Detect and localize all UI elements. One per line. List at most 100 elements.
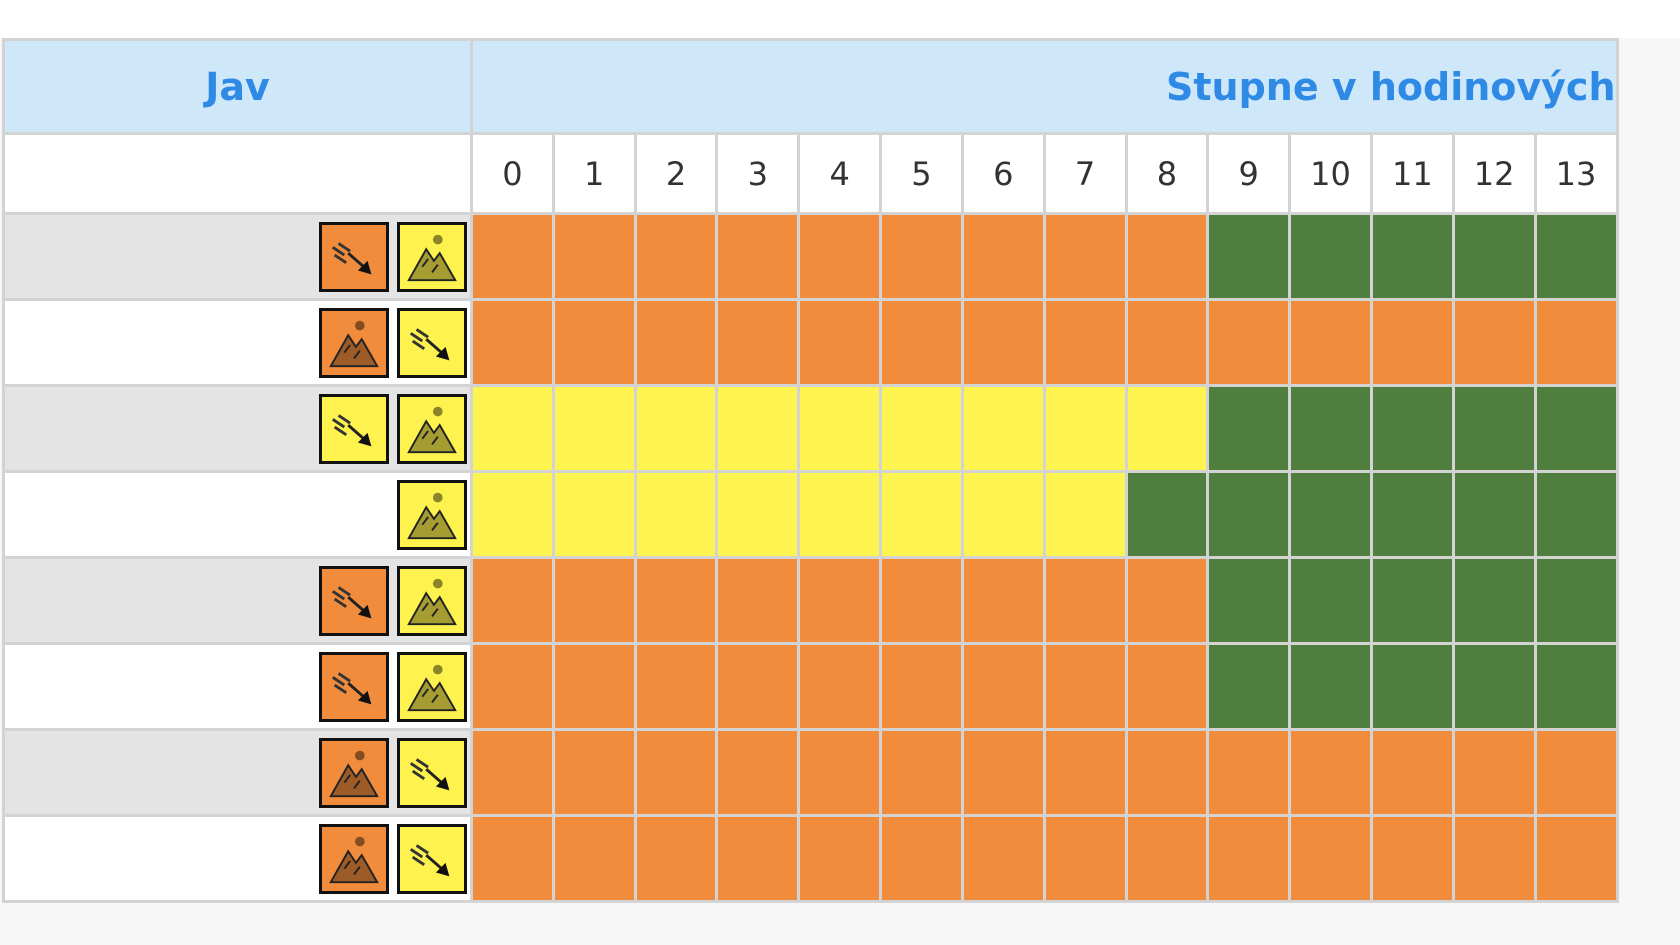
warning-level-cell-green	[1451, 556, 1537, 645]
warning-level-cell-orange	[1042, 728, 1128, 817]
avalanche-icon[interactable]	[397, 479, 467, 550]
warning-level-cell-orange	[879, 212, 964, 301]
warning-level-cell-orange	[551, 642, 637, 731]
header-degrees-container: Stupne v hodinových	[470, 38, 1619, 135]
warning-level-cell-yellow	[633, 384, 719, 473]
warning-level-cell-orange	[960, 298, 1046, 387]
warning-row	[2, 298, 1619, 387]
phenomenon-cell	[2, 642, 473, 731]
hour-label: 6	[960, 132, 1046, 215]
warning-level-cell-orange	[797, 212, 883, 301]
warning-level-cell-orange	[715, 728, 801, 817]
warning-level-cell-green	[1206, 384, 1292, 473]
warning-level-cell-green	[1288, 470, 1373, 559]
warning-level-cell-orange	[1451, 814, 1537, 903]
warning-level-cell-orange	[551, 298, 637, 387]
snow-wind-icon[interactable]	[319, 221, 389, 292]
warning-level-cell-orange	[551, 728, 637, 817]
phenomenon-icons	[5, 823, 470, 894]
hour-label: 2	[633, 132, 719, 215]
snow-wind-icon[interactable]	[397, 823, 467, 894]
warning-level-cell-yellow	[1042, 470, 1128, 559]
warning-level-cell-yellow	[879, 384, 964, 473]
warning-level-cell-orange	[960, 556, 1046, 645]
warning-level-cell-orange	[1124, 728, 1210, 817]
warning-level-cell-orange	[470, 728, 555, 817]
warning-level-cell-orange	[797, 642, 883, 731]
warning-level-cell-orange	[633, 728, 719, 817]
warning-level-cell-orange	[1042, 814, 1128, 903]
warning-level-cell-green	[1451, 212, 1537, 301]
phenomenon-icons	[5, 307, 470, 378]
phenomenon-cell	[2, 814, 473, 903]
warning-level-cell-yellow	[797, 384, 883, 473]
warning-level-cell-green	[1369, 556, 1455, 645]
warning-level-cell-orange	[960, 814, 1046, 903]
warning-level-cell-orange	[1042, 298, 1128, 387]
hour-label: 0	[470, 132, 555, 215]
warning-level-cell-orange	[879, 728, 964, 817]
warning-level-cell-orange	[879, 642, 964, 731]
phenomenon-cell	[2, 212, 473, 301]
warning-level-cell-orange	[1206, 814, 1292, 903]
warning-level-cell-orange	[879, 556, 964, 645]
warning-row	[2, 470, 1619, 559]
warning-level-cell-orange	[715, 814, 801, 903]
warning-level-cell-green	[1288, 212, 1373, 301]
hour-label: 13	[1533, 132, 1619, 215]
warning-level-cell-orange	[551, 556, 637, 645]
warning-level-cell-green	[1206, 642, 1292, 731]
warning-level-cell-orange	[551, 212, 637, 301]
warning-level-cell-green	[1533, 212, 1619, 301]
warning-level-cell-green	[1288, 384, 1373, 473]
warning-level-cell-yellow	[879, 470, 964, 559]
warning-level-cell-green	[1369, 470, 1455, 559]
warning-level-cell-orange	[797, 298, 883, 387]
hour-label: 8	[1124, 132, 1210, 215]
avalanche-icon[interactable]	[319, 307, 389, 378]
warning-level-cell-orange	[633, 642, 719, 731]
warning-table-container: Jav Stupne v hodinových 0 1 2 3 4 5 6 7 8 9 10 11 12…	[0, 38, 1680, 908]
phenomenon-icons	[5, 393, 470, 464]
warning-level-cell-yellow	[715, 470, 801, 559]
snow-wind-icon[interactable]	[319, 651, 389, 722]
avalanche-icon[interactable]	[397, 221, 467, 292]
warning-level-cell-yellow	[551, 470, 637, 559]
avalanche-icon[interactable]	[397, 565, 467, 636]
avalanche-icon[interactable]	[397, 393, 467, 464]
hour-label: 12	[1451, 132, 1537, 215]
warning-level-cell-orange	[715, 642, 801, 731]
phenomenon-icons	[5, 479, 470, 550]
warning-level-cell-orange	[1042, 556, 1128, 645]
avalanche-icon[interactable]	[319, 823, 389, 894]
warning-level-cell-yellow	[1042, 384, 1128, 473]
hour-label: 9	[1206, 132, 1292, 215]
snow-wind-icon[interactable]	[319, 393, 389, 464]
warning-row	[2, 728, 1619, 817]
snow-wind-icon[interactable]	[397, 737, 467, 808]
warning-level-cell-orange	[470, 814, 555, 903]
warning-level-cell-green	[1451, 384, 1537, 473]
avalanche-icon[interactable]	[397, 651, 467, 722]
phenomenon-cell	[2, 728, 473, 817]
warning-row	[2, 384, 1619, 473]
hour-label: 5	[879, 132, 964, 215]
warning-level-cell-green	[1533, 384, 1619, 473]
phenomenon-cell	[2, 556, 473, 645]
warning-level-cell-orange	[879, 298, 964, 387]
warning-level-cell-orange	[1369, 728, 1455, 817]
warning-level-cell-green	[1288, 556, 1373, 645]
hour-label: 3	[715, 132, 801, 215]
top-strip	[0, 0, 1680, 38]
header-degrees: Stupne v hodinových	[1166, 64, 1616, 109]
warning-level-cell-orange	[633, 212, 719, 301]
avalanche-icon[interactable]	[319, 737, 389, 808]
warning-level-cell-orange	[1206, 298, 1292, 387]
header-phenomenon: Jav	[2, 38, 473, 135]
warning-row	[2, 212, 1619, 301]
snow-wind-icon[interactable]	[397, 307, 467, 378]
warning-row	[2, 814, 1619, 903]
warning-level-cell-orange	[1124, 556, 1210, 645]
phenomenon-cell	[2, 470, 473, 559]
snow-wind-icon[interactable]	[319, 565, 389, 636]
